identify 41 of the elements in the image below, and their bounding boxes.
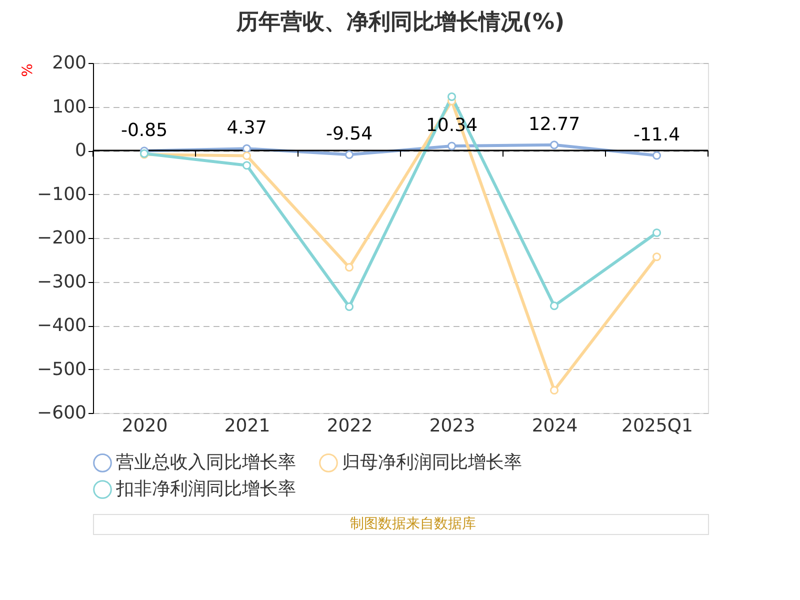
x-tick-label: 2022	[326, 416, 373, 436]
point	[652, 228, 662, 238]
x-tick-label: 2025Q1	[622, 416, 693, 436]
y-axis-title: %	[20, 64, 36, 77]
point	[242, 151, 252, 160]
point	[652, 151, 662, 160]
data-label: 4.37	[226, 118, 267, 139]
point	[344, 263, 354, 272]
chart-title: 历年营收、净利同比增长情况(%)	[235, 10, 565, 35]
point	[652, 252, 662, 262]
point	[550, 386, 559, 395]
x-tick-label: 2024	[532, 416, 578, 436]
point	[242, 161, 252, 170]
y-tick-label: 100	[52, 96, 86, 118]
data-label: -9.54	[326, 124, 373, 145]
point	[550, 302, 559, 310]
legend-label: 扣非净利润同比增长率	[115, 478, 296, 500]
y-tick-label: 0	[75, 140, 86, 161]
y-tick-label: −400	[37, 315, 86, 336]
point	[447, 92, 456, 101]
data-label: 10.34	[426, 114, 478, 136]
y-tick-label: −500	[37, 358, 86, 380]
point	[344, 150, 354, 159]
y-tick-label: −300	[37, 271, 86, 292]
y-tick-label: −200	[37, 228, 86, 248]
text: 制图数据来自数据库	[350, 516, 476, 532]
y-tick-label: 200	[52, 52, 86, 74]
legend-label: 营业总收入同比增长率	[116, 452, 296, 473]
x-tick-label: 2021	[224, 416, 270, 436]
point	[242, 144, 252, 153]
y-tick-label: −100	[37, 184, 86, 205]
data-label: -0.85	[120, 120, 168, 141]
data-label: -11.4	[633, 124, 680, 146]
point	[344, 302, 354, 311]
y-tick-label: −600	[37, 402, 86, 424]
data-label: 12.77	[528, 114, 580, 135]
point	[550, 140, 559, 150]
legend-label: 归母净利润同比增长率	[342, 452, 522, 473]
x-tick-label: 2020	[122, 416, 168, 436]
x-tick-label: 2023	[429, 416, 476, 436]
point	[447, 142, 456, 150]
